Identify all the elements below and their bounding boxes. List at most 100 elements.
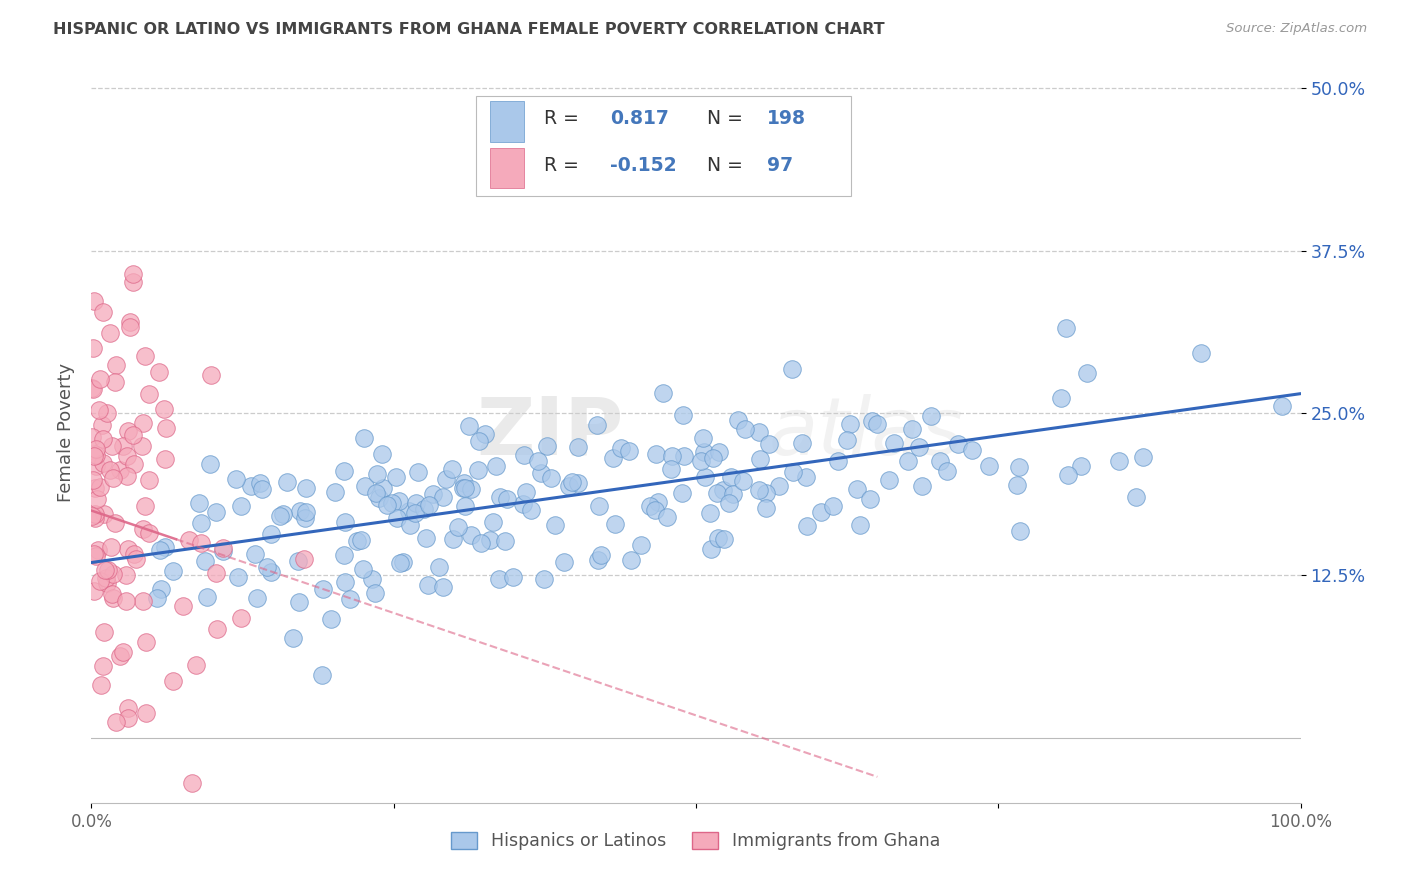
Point (200, 457, 222, 471)
Point (702, 451, 724, 466)
Point (86, 448, 108, 462)
Point (100, 326, 122, 340)
Point (388, 556, 411, 570)
Point (384, 469, 406, 483)
Text: 0.817: 0.817 (610, 109, 669, 128)
Point (1271, 399, 1294, 413)
Point (567, 475, 589, 490)
Point (515, 484, 537, 499)
Point (162, 564, 184, 578)
Point (588, 500, 610, 514)
Point (485, 458, 508, 473)
Point (467, 462, 489, 476)
Point (367, 491, 389, 506)
Point (488, 572, 510, 586)
Point (260, 566, 283, 580)
Point (796, 519, 818, 533)
Point (591, 548, 613, 562)
Point (458, 419, 481, 434)
Point (162, 674, 184, 689)
Point (287, 554, 309, 568)
Point (94, 563, 117, 577)
FancyBboxPatch shape (475, 95, 851, 195)
Point (418, 499, 440, 513)
Point (821, 499, 844, 513)
Point (225, 472, 247, 486)
Point (122, 547, 145, 561)
Point (292, 552, 315, 566)
Point (104, 715, 127, 730)
Point (977, 458, 1000, 473)
Point (827, 454, 849, 468)
Point (620, 553, 643, 567)
Point (83, 449, 105, 463)
Point (441, 461, 464, 475)
Point (112, 645, 135, 659)
Point (720, 469, 742, 483)
Point (354, 479, 377, 493)
Point (1054, 321, 1077, 335)
Point (692, 432, 714, 446)
Point (117, 424, 139, 438)
Point (287, 595, 309, 609)
Point (135, 706, 157, 721)
Point (859, 491, 882, 506)
Point (935, 464, 957, 478)
Point (239, 478, 262, 492)
Point (453, 482, 475, 496)
Point (135, 635, 157, 649)
Point (638, 499, 661, 513)
Point (91, 432, 114, 446)
Point (405, 496, 427, 510)
Legend: Hispanics or Latinos, Immigrants from Ghana: Hispanics or Latinos, Immigrants from Gh… (444, 825, 948, 857)
Point (195, 590, 218, 604)
Point (83, 584, 105, 599)
Point (101, 591, 124, 606)
Point (104, 375, 127, 389)
Point (212, 541, 235, 556)
Point (474, 427, 496, 442)
Point (104, 516, 127, 530)
Point (84, 510, 107, 524)
Point (91, 457, 114, 471)
Point (364, 586, 387, 600)
Point (333, 548, 356, 562)
Point (243, 547, 266, 561)
Point (794, 469, 817, 483)
Point (1108, 453, 1130, 467)
Point (496, 491, 519, 506)
Point (86, 491, 108, 506)
Bar (491, 147, 524, 188)
Point (353, 431, 375, 445)
Point (125, 551, 148, 566)
Point (207, 622, 229, 636)
Point (432, 491, 454, 505)
Point (82, 381, 104, 395)
Point (567, 440, 589, 454)
Point (479, 533, 502, 548)
Point (100, 586, 122, 600)
Point (87, 402, 110, 417)
Point (200, 368, 222, 383)
Point (352, 561, 374, 575)
Point (877, 474, 900, 488)
Point (672, 408, 695, 422)
Point (398, 503, 420, 517)
Point (155, 420, 177, 434)
Point (294, 482, 316, 496)
Point (553, 555, 575, 569)
Point (91, 658, 114, 673)
Point (103, 470, 125, 484)
Point (647, 495, 669, 509)
Point (527, 454, 550, 468)
Point (115, 568, 138, 582)
Point (117, 701, 139, 715)
Point (84, 442, 107, 456)
Point (482, 515, 505, 529)
Point (117, 711, 139, 725)
Bar (491, 101, 524, 142)
Point (249, 476, 271, 491)
Point (586, 552, 609, 566)
Point (153, 452, 176, 467)
Point (962, 443, 984, 458)
